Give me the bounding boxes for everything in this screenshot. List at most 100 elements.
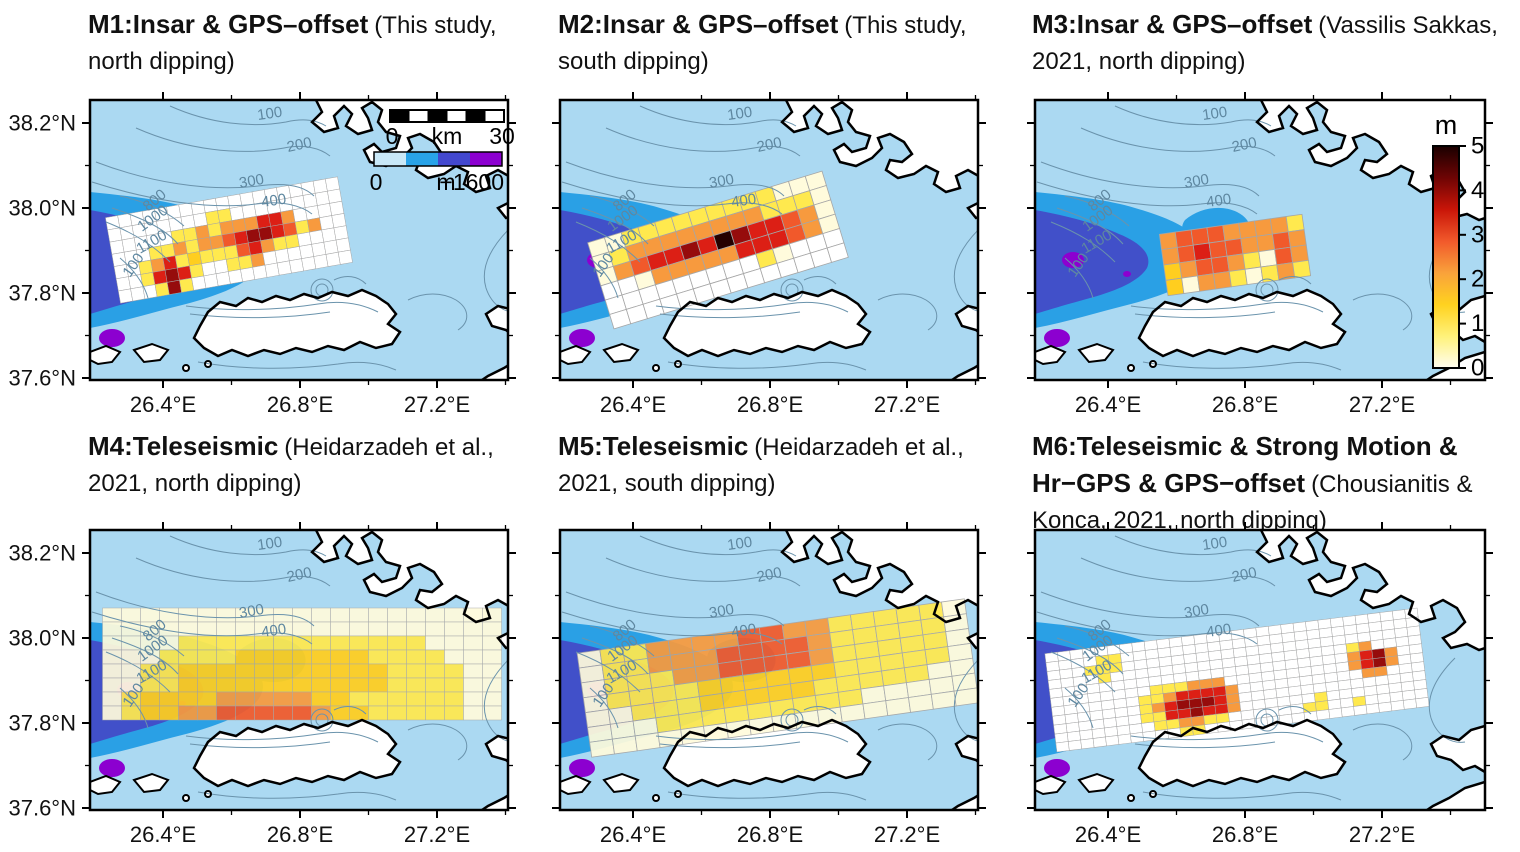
slip-cell <box>1293 630 1308 642</box>
slip-cell <box>463 649 483 665</box>
slip-cell <box>1398 662 1413 674</box>
slip-cell <box>1272 660 1287 672</box>
slip-cell <box>254 677 274 693</box>
slip-cell <box>1113 697 1128 709</box>
slip-cell <box>256 213 271 229</box>
y-tick-label: 37.6°N <box>8 796 76 821</box>
slip-cell <box>302 193 318 208</box>
scalebar-segment <box>427 109 448 123</box>
slip-cell <box>1354 613 1369 625</box>
slip-cell <box>216 621 236 637</box>
slip-cell <box>1308 646 1323 658</box>
slip-cell <box>294 219 310 235</box>
x-tick-label: 27.2°E <box>874 822 940 847</box>
slip-cell <box>235 677 255 693</box>
slip-cell <box>312 178 328 194</box>
slip-cell <box>159 607 179 623</box>
slip-cell <box>227 193 243 209</box>
slip-cell <box>273 691 293 707</box>
slip-cell <box>1316 709 1331 721</box>
slip-cell <box>463 691 483 707</box>
slip-cell <box>130 286 146 302</box>
slip-cell <box>1220 648 1235 660</box>
slip-cell <box>1127 714 1142 726</box>
slip-cell <box>1120 651 1135 663</box>
slip-cell <box>1282 640 1297 652</box>
slip-cell <box>1183 653 1198 665</box>
x-tick-label: 27.2°E <box>1349 392 1415 417</box>
slip-cell <box>1126 705 1141 717</box>
slip-cell <box>1273 669 1288 681</box>
slip-cell <box>703 722 729 742</box>
slip-cell <box>1414 688 1429 700</box>
slip-cell <box>1181 635 1196 647</box>
slip-cell <box>1289 694 1304 706</box>
slip-cell <box>197 635 217 651</box>
slip-cell <box>1153 720 1168 732</box>
x-tick-label: 27.2°E <box>404 392 470 417</box>
slip-cell <box>368 635 388 651</box>
slip-cell <box>463 705 483 721</box>
x-tick-label: 27.2°E <box>404 822 470 847</box>
panel-title-m6-bold: M6:Teleseismic & Strong Motion & Hr−GPS … <box>1032 431 1458 498</box>
slip-cell <box>1066 730 1081 742</box>
slip-cell <box>1389 691 1404 703</box>
slip-cell <box>1267 624 1282 636</box>
slip-cell <box>1324 672 1339 684</box>
bathy-colorbar-segment <box>470 152 502 166</box>
slip-cell <box>1337 679 1352 691</box>
slip-cell <box>1406 625 1421 637</box>
slip-cell <box>184 238 200 254</box>
slip-cell <box>178 202 194 218</box>
slip-cell <box>1331 625 1346 637</box>
slip-cell <box>349 607 369 623</box>
slip-cell <box>1143 639 1158 651</box>
slip-cell <box>172 241 188 257</box>
slip-cell <box>150 257 166 273</box>
slip-cell <box>1355 622 1370 634</box>
x-tick-label: 27.2°E <box>874 392 940 417</box>
slip-cell <box>1249 681 1264 693</box>
slip-cell <box>1317 618 1332 630</box>
slip-cell <box>482 705 502 721</box>
slip-cell <box>262 250 278 266</box>
slip-cell <box>1391 609 1407 621</box>
slip-cell <box>1292 259 1312 279</box>
slip-cell <box>1165 709 1180 721</box>
slip-cell <box>1286 676 1301 688</box>
slip-cell <box>463 635 483 651</box>
slip-cell <box>425 705 445 721</box>
slip-cell <box>1290 703 1305 715</box>
panel-title-m2: M2:Insar & GPS–offset (This study, south … <box>558 8 978 81</box>
slip-cell <box>1215 712 1230 724</box>
slip-cell <box>1302 701 1317 713</box>
slip-cell <box>330 649 350 665</box>
slip-cell <box>197 607 217 623</box>
slip-cell <box>1190 227 1210 246</box>
slip-cell <box>225 256 241 272</box>
slip-cell <box>1407 634 1422 646</box>
slip-cell <box>1360 658 1375 670</box>
slip-cell <box>444 705 464 721</box>
panel-map-m2: 26.4°E 26.8°E 27.2°E <box>552 92 986 417</box>
slip-cell <box>1393 618 1408 630</box>
slip-cell <box>1134 668 1149 680</box>
slip-cell <box>245 228 261 244</box>
slip-cell <box>197 705 217 721</box>
slip-cell <box>102 663 122 679</box>
slip-cell <box>1128 723 1143 735</box>
slip-cell <box>1356 631 1372 643</box>
slip-cell <box>1284 658 1299 670</box>
x-tick-label: 26.8°E <box>737 392 803 417</box>
slip-cell <box>1131 641 1146 653</box>
slip-cell <box>1185 670 1200 682</box>
slip-cell <box>1369 630 1384 642</box>
slip-cell <box>1281 631 1296 643</box>
slip-cell <box>1310 664 1325 676</box>
slip-cell <box>289 258 304 274</box>
slip-cell <box>349 663 369 679</box>
slip-cell <box>215 271 231 287</box>
slip-cell <box>1274 678 1289 690</box>
slip-cell <box>1140 712 1155 724</box>
slip-cell <box>444 649 464 665</box>
